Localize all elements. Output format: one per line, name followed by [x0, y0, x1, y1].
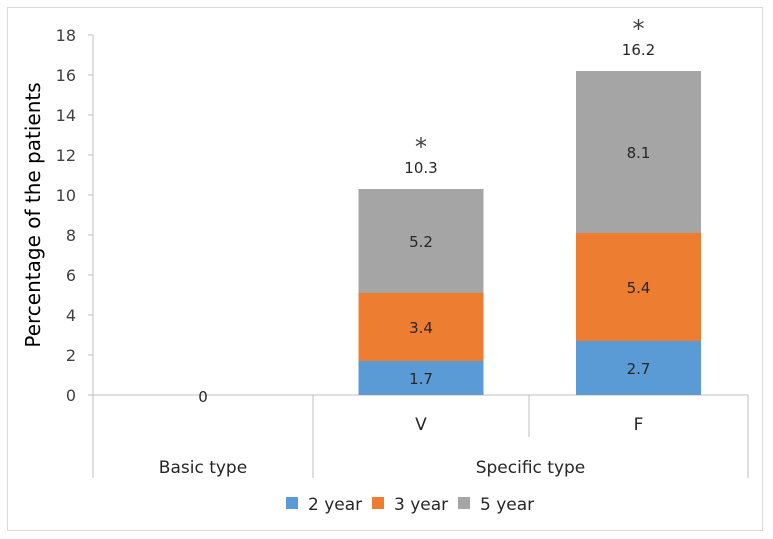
legend-swatch: [458, 497, 470, 509]
y-tick-label: 4: [66, 306, 76, 325]
total-label: 16.2: [622, 41, 655, 59]
total-label: 0: [198, 388, 208, 406]
category-label: F: [634, 415, 644, 435]
y-tick-label: 14: [56, 106, 76, 125]
category-labels: V F Basic type Specific type: [159, 415, 644, 478]
y-tick-label: 10: [56, 186, 76, 205]
y-axis-title: Percentage of the patients: [21, 82, 45, 347]
group-label: Basic type: [159, 458, 247, 478]
legend-label: 2 year: [308, 495, 362, 515]
bar-segment-3-year: [358, 293, 484, 361]
bars: [358, 71, 701, 395]
significance-marker: *: [415, 133, 427, 161]
y-tick-label: 12: [56, 146, 76, 165]
y-tick-label: 0: [66, 386, 76, 405]
legend-label: 3 year: [394, 495, 448, 515]
legend: 2 year 3 year 5 year: [286, 495, 534, 515]
bar-segment-2-year: [576, 341, 701, 395]
legend-label: 5 year: [480, 495, 534, 515]
data-label: 2.7: [627, 360, 651, 378]
y-tick-label: 2: [66, 346, 76, 365]
total-label: 10.3: [404, 159, 437, 177]
y-tick-label: 8: [66, 226, 76, 245]
legend-swatch: [372, 497, 384, 509]
bar-segment-3-year: [576, 233, 701, 341]
data-label: 5.4: [627, 279, 651, 297]
data-label: 8.1: [627, 144, 651, 162]
bar-segment-2-year: [358, 361, 484, 395]
y-tick-label: 16: [56, 66, 76, 85]
significance-marker: *: [633, 15, 645, 43]
y-tick-label: 18: [56, 26, 76, 45]
data-label: 3.4: [409, 319, 433, 337]
bar-segment-5-year: [576, 71, 701, 233]
legend-swatch: [286, 497, 298, 509]
data-label: 5.2: [409, 233, 433, 251]
data-labels: 01.73.45.210.3*2.75.48.116.2*: [198, 15, 655, 406]
bar-segment-5-year: [358, 189, 484, 293]
category-label: V: [415, 415, 427, 435]
y-axis-title-group: Percentage of the patients: [21, 82, 45, 347]
y-tick-label: 6: [66, 266, 76, 285]
group-label: Specific type: [476, 458, 586, 478]
data-label: 1.7: [409, 370, 433, 388]
